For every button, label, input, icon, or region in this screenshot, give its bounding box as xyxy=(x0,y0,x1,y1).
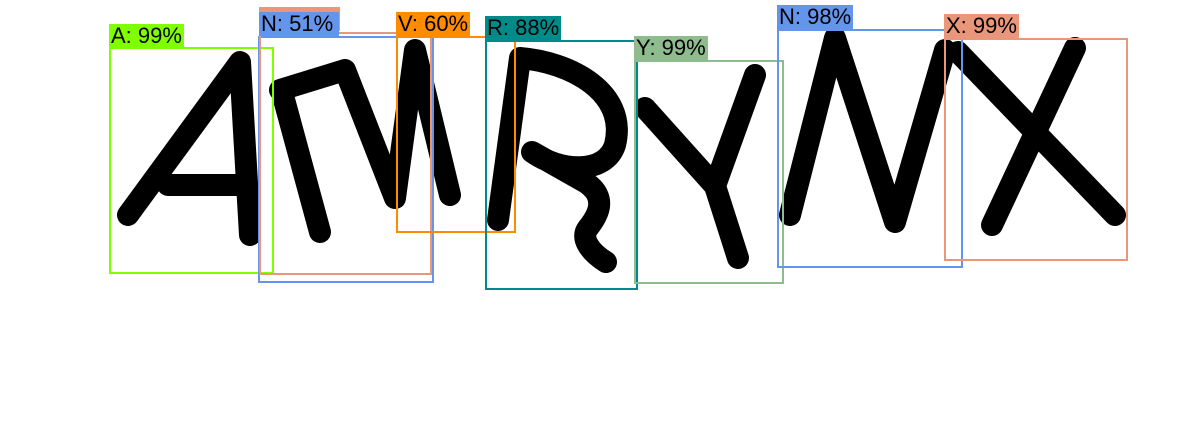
detection-label-y: Y: 99% xyxy=(634,35,708,60)
glyph-m xyxy=(269,39,461,243)
glyph-a xyxy=(117,51,261,246)
detection-label-a: A: 99% xyxy=(109,23,184,48)
glyph-r xyxy=(487,47,628,273)
glyph-x xyxy=(947,37,1126,236)
detection-label-v: V: 60% xyxy=(396,11,471,36)
glyph-n xyxy=(779,27,956,233)
detection-label-n: N: 98% xyxy=(777,4,854,29)
detection-label-n-low: N: 51% xyxy=(259,12,339,36)
detection-label-x: X: 99% xyxy=(944,13,1019,38)
detection-label-r: R: 88% xyxy=(485,15,562,40)
glyph-y xyxy=(634,64,766,269)
